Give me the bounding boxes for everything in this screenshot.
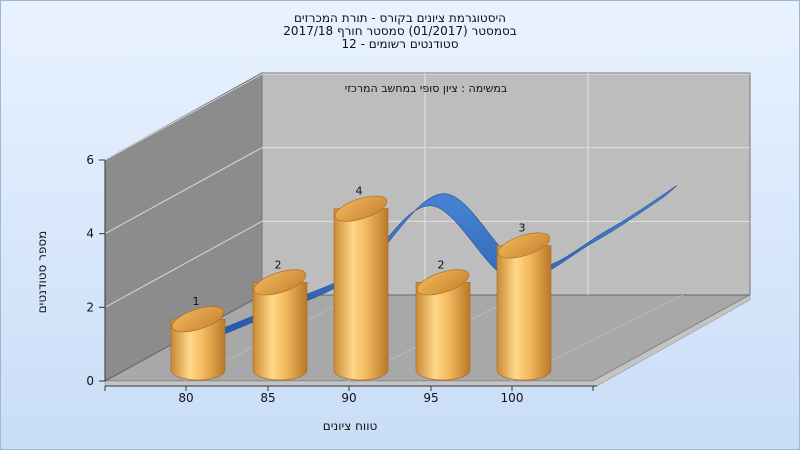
x-axis-ticks: 80 85 90 95 100 (104, 385, 597, 405)
y-tick-label: 2 (86, 300, 94, 314)
bar-body (170, 318, 226, 381)
bar-85: 2 (252, 258, 308, 381)
bar-value-label: 1 (193, 295, 200, 308)
bar-body (333, 208, 389, 381)
bars: 1 2 4 2 3 (170, 185, 552, 381)
bar-top (253, 269, 307, 296)
bar-top (416, 269, 470, 296)
bar-top (497, 232, 551, 259)
bar-value-label: 2 (438, 258, 445, 271)
bar-body (496, 245, 552, 381)
y-tick-label: 4 (86, 227, 94, 241)
chart-annotation: במשימה : ציון סופי במחשב המרכזי (345, 82, 508, 95)
x-tick-label: 90 (341, 391, 356, 405)
gridline-side (104, 147, 263, 235)
x-tick-label: 100 (501, 391, 524, 405)
bar-body (252, 282, 308, 381)
x-tick-label: 95 (423, 391, 438, 405)
y-tick-label: 0 (86, 374, 94, 388)
y-axis-label: מספר סטודנטים (35, 231, 49, 314)
chart-title-line-1: היסטוגרמת ציונים בקורס - תורת המכרזים (293, 11, 507, 25)
bar-95: 2 (415, 258, 471, 381)
bar-100: 3 (496, 222, 552, 381)
bar-90: 4 (333, 185, 389, 381)
bar-value-label: 2 (275, 258, 282, 271)
chart-title-line-3: סטודנטים רשומים - 12 (341, 37, 459, 51)
bar-80: 1 (170, 295, 226, 381)
y-tick-label: 6 (86, 153, 94, 167)
gridline-side (104, 220, 263, 308)
bar-top (171, 306, 225, 333)
y-axis-ticks: 0 2 4 6 (86, 153, 106, 388)
bar-top (334, 195, 388, 222)
bar-value-label: 4 (356, 185, 363, 198)
chart-title-line-2: בסמסטר (01/2017) סמסטר חורף 2017/18 (283, 24, 517, 38)
x-tick-label: 85 (260, 391, 275, 405)
x-tick-label: 80 (178, 391, 193, 405)
bar-body (415, 282, 471, 381)
x-axis-label: טווח ציונים (323, 419, 378, 433)
bar-value-label: 3 (519, 222, 526, 235)
gridline-side (104, 73, 263, 161)
